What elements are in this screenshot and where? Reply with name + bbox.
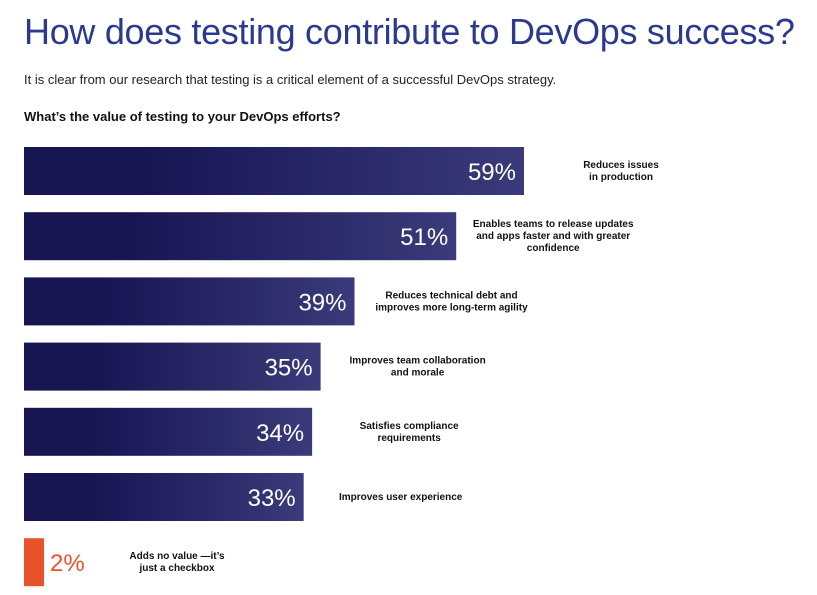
bar-category-label-line: Satisfies compliance (360, 421, 459, 432)
bar-category-label: Adds no value —it’s just a checkbox (129, 551, 225, 574)
bar-value-label: 35% (265, 355, 313, 382)
bar-category-label: Improves user experience (339, 492, 463, 503)
bar-category-label: Enables teams to release updates and apps… (473, 219, 634, 254)
bar-value-label: 59% (468, 159, 516, 186)
bar-category-label: Reduces issues in production (583, 160, 659, 183)
bar-category-label-line: Enables teams to release updates (473, 219, 634, 230)
bar-value-label: 33% (248, 485, 296, 512)
bar (24, 538, 44, 587)
bar (24, 407, 313, 456)
bar-value-label: 39% (298, 289, 346, 316)
bar-category-label-line: Improves team collaboration (350, 356, 486, 367)
bar-category-label-line: improves more long-term agility (375, 302, 528, 313)
bar-category-label: Satisfies compliance requirements (360, 421, 459, 444)
bar (24, 342, 321, 391)
chart-question: What’s the value of testing to your DevO… (24, 109, 341, 124)
bar-category-label: Improves team collaboration and morale (350, 356, 486, 379)
bar (24, 212, 457, 261)
bar-category-label-line: confidence (527, 243, 580, 254)
bar (24, 147, 524, 195)
bar-category-label-line: and apps faster and with greater (476, 231, 630, 242)
bar-category-label-line: Reduces technical debt and (385, 290, 517, 301)
bar-value-label: 51% (400, 224, 448, 251)
bar-category-label-line: Reduces issues (583, 160, 659, 171)
page-subtitle: It is clear from our research that testi… (24, 72, 557, 87)
bar-value-label: 34% (256, 420, 304, 447)
bar-category-label-line: and morale (391, 368, 445, 379)
bar (24, 277, 355, 326)
bar-category-label-line: just a checkbox (138, 563, 214, 574)
bar-value-label: 2% (50, 550, 85, 577)
bar-category-label-line: Improves user experience (339, 492, 463, 503)
bar-category-label-line: Adds no value —it’s (129, 551, 225, 562)
bar-category-label-line: in production (589, 172, 653, 183)
bar (24, 473, 304, 521)
page-title: How does testing contribute to DevOps su… (24, 11, 795, 52)
bar-category-label-line: requirements (377, 433, 441, 444)
bar-category-label: Reduces technical debt and improves more … (375, 290, 528, 313)
